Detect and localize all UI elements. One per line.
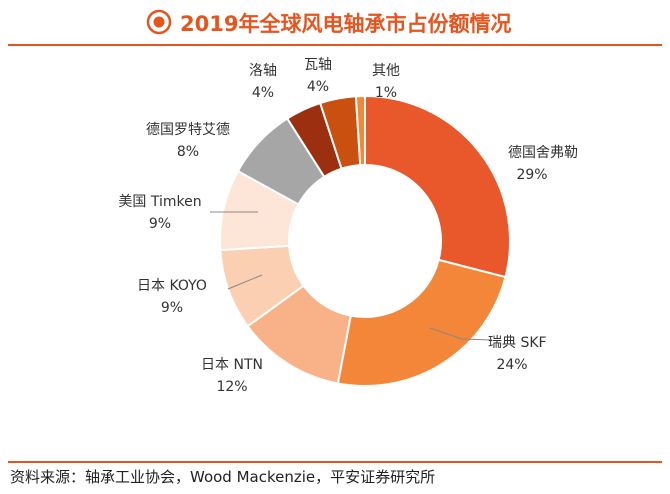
header-divider: [8, 44, 662, 46]
slice-value-label: 1%: [375, 85, 397, 101]
slice-name-label: 瓦轴: [304, 57, 332, 73]
slice-name-label: 洛轴: [249, 63, 277, 79]
slice-name-label: 美国 Timken: [118, 194, 201, 210]
slice-value-label: 4%: [307, 79, 329, 95]
leader-line-3: [227, 274, 263, 290]
slice-name-label: 德国罗特艾德: [146, 122, 230, 138]
slice-1: [336, 258, 507, 387]
slice-value-label: 9%: [149, 216, 171, 232]
slice-0: [364, 94, 511, 279]
slice-name-label: 日本 KOYO: [137, 278, 207, 294]
slice-value-label: 8%: [177, 144, 199, 160]
leader-line-1: [429, 327, 493, 341]
slice-name-label: 瑞典 SKF: [488, 335, 547, 351]
chart-title: 2019年全球风电轴承市占份额情况: [180, 12, 512, 36]
slice-name-label: 德国舍弗勒: [508, 145, 578, 161]
slice-name-label: 日本 NTN: [201, 357, 263, 373]
chart-header: 2019年全球风电轴承市占份额情况: [0, 0, 670, 46]
slice-value-label: 9%: [161, 300, 183, 316]
slice-value-label: 29%: [516, 167, 547, 183]
target-icon: [146, 9, 172, 35]
slice-value-label: 4%: [252, 85, 274, 101]
source-note: 资料来源：轴承工业协会，Wood Mackenzie，平安证券研究所: [10, 468, 436, 486]
slice-value-label: 12%: [216, 379, 247, 395]
slice-8: [354, 94, 366, 167]
slice-name-label: 其他: [372, 63, 400, 79]
slice-value-label: 24%: [496, 357, 527, 373]
footer-divider: [8, 461, 662, 463]
